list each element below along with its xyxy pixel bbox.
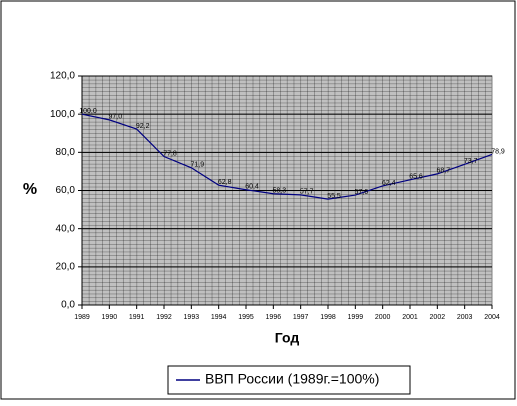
- value-label: 71,9: [191, 162, 205, 169]
- x-tick-label: 1996: [266, 314, 282, 321]
- y-tick-label: 120,0: [50, 71, 75, 82]
- y-tick-label: 20,0: [56, 261, 76, 272]
- value-label: 65,6: [409, 174, 423, 181]
- x-tick-label: 2000: [375, 314, 391, 321]
- x-tick-label: 1998: [320, 314, 336, 321]
- value-label: 62,8: [218, 179, 232, 186]
- x-tick-label: 1994: [211, 314, 227, 321]
- value-label: 57,6: [355, 189, 369, 196]
- x-tick-label: 2004: [484, 314, 500, 321]
- y-tick-label: 100,0: [50, 109, 75, 120]
- y-axis-label: %: [23, 181, 37, 198]
- value-label: 73,7: [464, 158, 478, 165]
- x-tick-label: 2003: [457, 314, 473, 321]
- value-label: 100,0: [79, 108, 97, 115]
- x-tick-label: 1989: [74, 314, 90, 321]
- x-tick-label: 2002: [430, 314, 446, 321]
- y-tick-label: 0,0: [61, 300, 75, 311]
- data-line: [81, 113, 493, 200]
- value-label: 62,4: [382, 180, 396, 187]
- x-tick-label: 2001: [402, 314, 418, 321]
- value-label: 78,9: [491, 148, 505, 155]
- x-tick-label: 1997: [293, 314, 309, 321]
- value-label: 57,7: [300, 189, 314, 196]
- y-tick-label: 60,0: [56, 185, 76, 196]
- value-label: 60,4: [245, 184, 259, 191]
- x-axis-label: Год: [275, 330, 300, 346]
- x-tick-label: 1995: [238, 314, 254, 321]
- value-label: 58,3: [273, 188, 287, 195]
- x-tick-label: 1991: [129, 314, 145, 321]
- value-label: 92,2: [136, 123, 150, 130]
- x-tick-label: 1993: [184, 314, 200, 321]
- value-label: 55,5: [327, 193, 341, 200]
- x-tick-label: 1999: [348, 314, 364, 321]
- value-label: 77,8: [163, 150, 177, 157]
- legend-label: ВВП России (1989г.=100%): [205, 371, 379, 387]
- value-label: 97,0: [109, 114, 123, 121]
- legend: [167, 365, 411, 395]
- y-tick-label: 80,0: [56, 147, 76, 158]
- y-tick-label: 40,0: [56, 223, 76, 234]
- x-tick-label: 1990: [102, 314, 118, 321]
- x-tick-label: 1992: [156, 314, 172, 321]
- value-label: 68,7: [437, 168, 451, 175]
